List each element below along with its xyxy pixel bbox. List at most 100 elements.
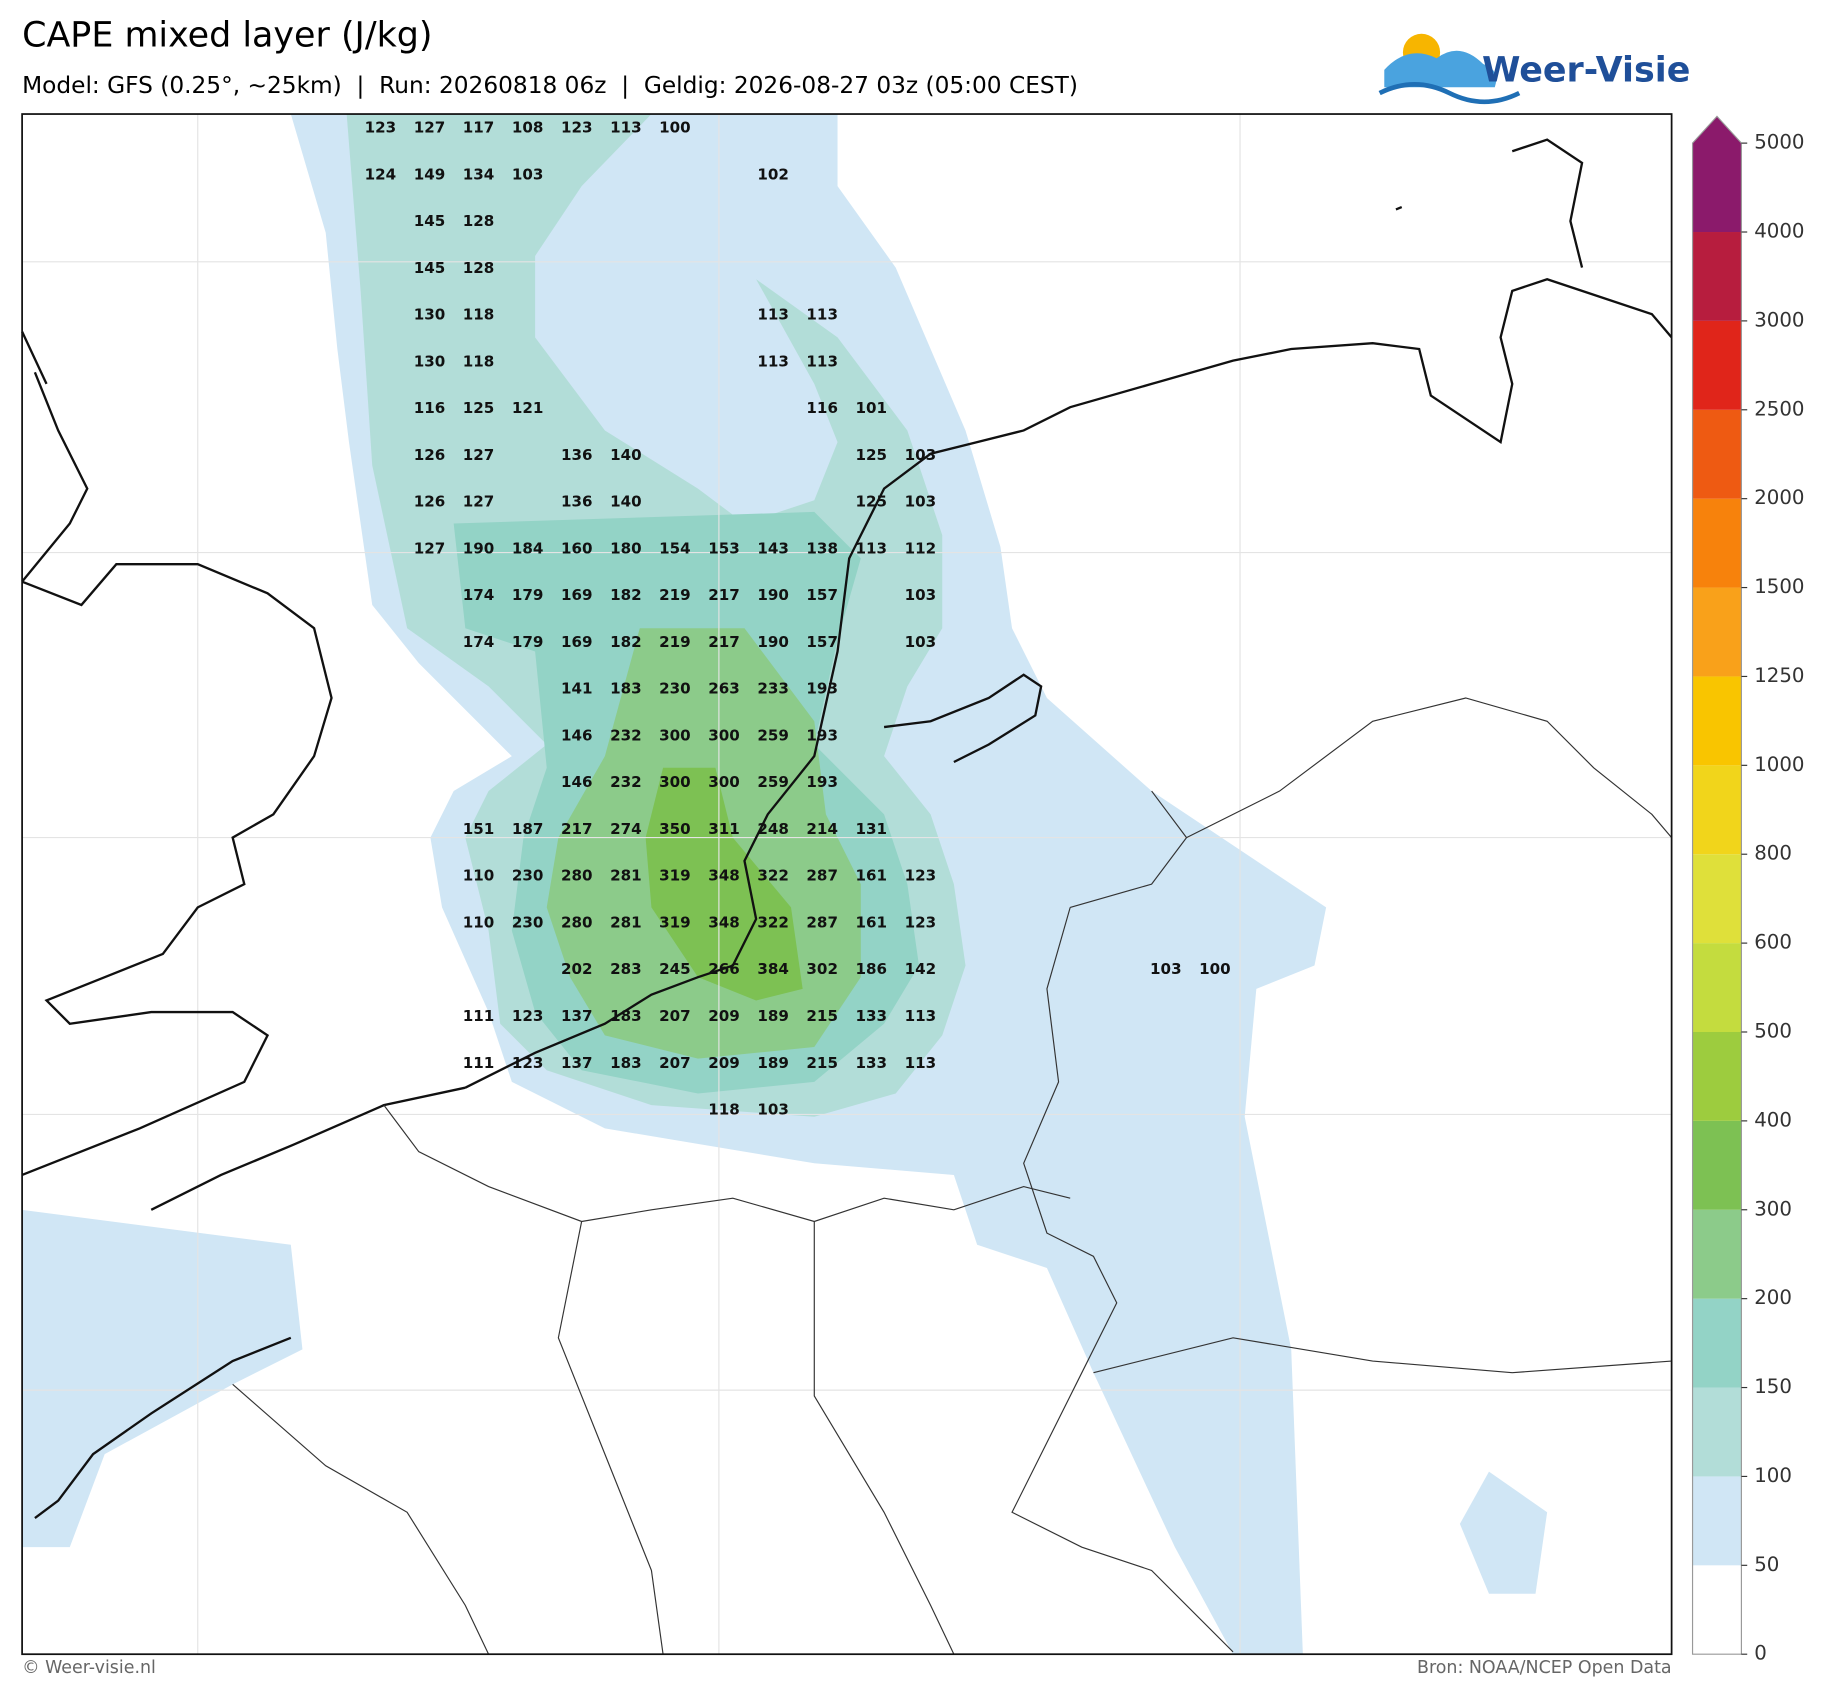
- cape-label: 145: [414, 212, 446, 230]
- cape-label: 215: [806, 1007, 838, 1025]
- cape-label: 174: [463, 633, 495, 651]
- cape-label: 259: [757, 773, 789, 791]
- cape-label: 128: [463, 259, 495, 277]
- cape-label: 280: [561, 913, 593, 931]
- cape-label: 140: [610, 446, 642, 464]
- cape-label: 103: [1150, 960, 1182, 978]
- cape-label: 116: [806, 399, 838, 417]
- cape-label: 300: [659, 726, 691, 744]
- cape-label: 190: [463, 539, 495, 557]
- cape-label: 130: [414, 352, 446, 370]
- colorbar-band: [1692, 1298, 1742, 1388]
- value-labels: 123 127 117 108 123 113 100 124 149 134 103 102 145 1…: [365, 119, 1231, 1119]
- cape-label: 302: [806, 960, 838, 978]
- cape-label: 183: [610, 680, 642, 698]
- cape-label: 123: [905, 913, 937, 931]
- cape-label: 322: [757, 867, 789, 885]
- cape-label: 189: [757, 1054, 789, 1072]
- cape-label: 133: [856, 1007, 888, 1025]
- cape-label: 214: [806, 820, 838, 838]
- map: 123 127 117 108 123 113 100 124 149 134 103 102 145 1…: [21, 113, 1673, 1656]
- cape-label: 100: [659, 119, 691, 137]
- footer-right: Bron: NOAA/NCEP Open Data: [1417, 1658, 1672, 1678]
- cape-label: 300: [708, 726, 740, 744]
- colorbar-tick-label: 600: [1754, 931, 1792, 954]
- cape-label: 232: [610, 726, 642, 744]
- cape-label: 151: [463, 820, 495, 838]
- colorbar-tick-label: 5000: [1754, 131, 1804, 154]
- cape-label: 127: [414, 539, 446, 557]
- cape-label: 232: [610, 773, 642, 791]
- cape-label: 384: [757, 960, 789, 978]
- colorbar-tick-label: 150: [1754, 1375, 1792, 1398]
- colorbar-band: [1692, 409, 1742, 499]
- cape-label: 141: [561, 680, 593, 698]
- colorbar-band: [1692, 1565, 1742, 1655]
- cape-label: 127: [414, 119, 446, 137]
- cape-label: 128: [463, 212, 495, 230]
- colorbar-tick-label: 4000: [1754, 220, 1804, 243]
- cape-label: 219: [659, 586, 691, 604]
- colorbar-band: [1692, 676, 1742, 766]
- cape-label: 287: [806, 867, 838, 885]
- colorbar-tick-label: 2000: [1754, 486, 1804, 509]
- colorbar-band: [1692, 1031, 1742, 1121]
- cape-label: 110: [463, 913, 495, 931]
- colorbar-tick-label: 100: [1754, 1464, 1792, 1487]
- colorbar-band: [1692, 943, 1742, 1032]
- cape-label: 111: [463, 1054, 495, 1072]
- cape-label: 113: [806, 306, 838, 324]
- cape-label: 113: [757, 352, 789, 370]
- cape-label: 117: [463, 119, 495, 137]
- cape-label: 157: [806, 586, 838, 604]
- cape-label: 131: [856, 820, 888, 838]
- cape-label: 322: [757, 913, 789, 931]
- cape-label: 130: [414, 306, 446, 324]
- cape-label: 300: [708, 773, 740, 791]
- cape-label: 126: [414, 493, 446, 511]
- cape-label: 215: [806, 1054, 838, 1072]
- cape-label: 101: [856, 399, 888, 417]
- cape-label: 263: [708, 680, 740, 698]
- cape-label: 103: [905, 446, 937, 464]
- cape-label: 125: [463, 399, 495, 417]
- cape-label: 103: [757, 1101, 789, 1119]
- cape-label: 259: [757, 726, 789, 744]
- cape-label: 179: [512, 633, 544, 651]
- cape-label: 350: [659, 820, 691, 838]
- cape-label: 193: [806, 680, 838, 698]
- cape-label: 183: [610, 1054, 642, 1072]
- cape-label: 287: [806, 913, 838, 931]
- cape-label: 111: [463, 1007, 495, 1025]
- cape-area: [1459, 1471, 1548, 1594]
- colorbar-tick-label: 200: [1754, 1286, 1792, 1309]
- cape-label: 233: [757, 680, 789, 698]
- cape-label: 123: [561, 119, 593, 137]
- cape-label: 124: [365, 165, 397, 183]
- cape-label: 207: [659, 1007, 691, 1025]
- cape-label: 137: [561, 1054, 593, 1072]
- cape-label: 190: [757, 633, 789, 651]
- cape-label: 217: [561, 820, 593, 838]
- map-frame: [21, 113, 1673, 1656]
- cape-label: 161: [856, 867, 888, 885]
- title: CAPE mixed layer (J/kg): [22, 16, 432, 56]
- colorbar-tick-label: 1250: [1754, 664, 1804, 687]
- cape-label: 161: [856, 913, 888, 931]
- logo-text: Weer-Visie: [1482, 50, 1690, 90]
- cape-label: 123: [512, 1007, 544, 1025]
- cape-label: 112: [905, 539, 937, 557]
- cape-label: 138: [806, 539, 838, 557]
- cape-label: 184: [512, 539, 544, 557]
- cape-label: 136: [561, 493, 593, 511]
- cape-area: [645, 767, 803, 1001]
- colorbar-band: [1692, 1387, 1742, 1477]
- cape-label: 127: [463, 446, 495, 464]
- cape-label: 281: [610, 913, 642, 931]
- cape-label: 187: [512, 820, 544, 838]
- colorbar-band: [1692, 1209, 1742, 1299]
- cape-label: 190: [757, 586, 789, 604]
- cape-label: 209: [708, 1054, 740, 1072]
- colorbar-tick-label: 1500: [1754, 575, 1804, 598]
